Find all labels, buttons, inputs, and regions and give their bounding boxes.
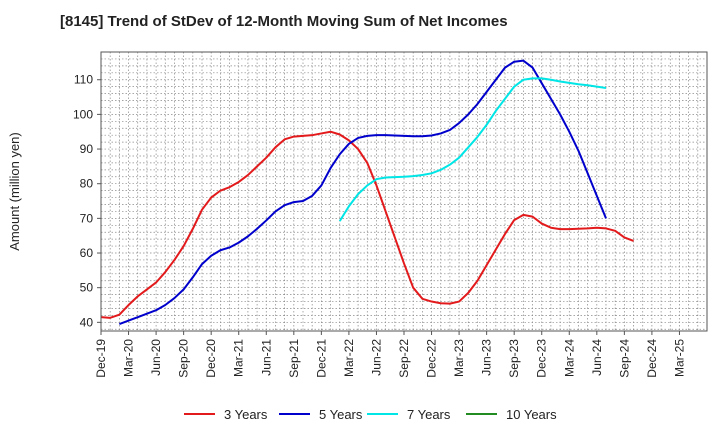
series-line-5-years	[119, 59, 607, 326]
gridlines	[101, 52, 707, 331]
x-tick-label: Jun-23	[480, 339, 494, 376]
x-tick-label: Dec-22	[425, 339, 439, 378]
y-tick-label: 60	[80, 246, 94, 260]
y-tick-label: 50	[80, 281, 94, 295]
y-tick-label: 100	[73, 107, 93, 121]
y-axis-label: Amount (million yen)	[7, 132, 22, 251]
x-tick-label: Mar-25	[672, 339, 686, 377]
series-lines	[100, 59, 634, 326]
x-tick-label: Jun-21	[259, 339, 273, 376]
y-axis-ticks: 40 50 60 70 80 90 100 110	[73, 73, 101, 329]
legend: 3 Years 5 Years 7 Years 10 Years	[184, 407, 557, 422]
y-tick-label: 90	[80, 142, 94, 156]
x-tick-label: Jun-24	[590, 339, 604, 376]
x-tick-label: Mar-21	[232, 339, 246, 377]
x-tick-label: Sep-22	[397, 339, 411, 378]
x-tick-label: Sep-20	[177, 339, 191, 378]
legend-label: 5 Years	[319, 407, 363, 422]
plot-frame	[100, 51, 708, 332]
y-tick-label: 80	[80, 177, 94, 191]
x-tick-label: Sep-23	[507, 339, 521, 378]
legend-label: 7 Years	[407, 407, 451, 422]
x-tick-label: Mar-23	[452, 339, 466, 377]
series-line-3-years	[100, 130, 634, 319]
y-tick-label: 40	[80, 315, 94, 329]
x-axis-ticks: Dec-19 Mar-20 Jun-20 Sep-20 Dec-20 Mar-21 Jun-…	[94, 331, 686, 378]
x-tick-label: Dec-24	[645, 339, 659, 378]
legend-label: 3 Years	[224, 407, 268, 422]
y-tick-label: 110	[74, 73, 93, 87]
x-tick-label: Dec-19	[94, 339, 108, 378]
x-tick-label: Mar-24	[562, 339, 576, 377]
x-tick-label: Dec-21	[314, 339, 328, 378]
chart-title: [8145] Trend of StDev of 12-Month Moving…	[60, 13, 508, 30]
x-tick-label: Jun-22	[369, 339, 383, 376]
x-tick-label: Jun-20	[149, 339, 163, 376]
x-tick-label: Dec-20	[204, 339, 218, 378]
legend-label: 10 Years	[506, 407, 557, 422]
y-tick-label: 70	[80, 211, 94, 225]
x-tick-label: Dec-23	[535, 339, 549, 378]
x-tick-label: Mar-20	[122, 339, 136, 377]
series-line-7-years	[338, 77, 607, 222]
x-tick-label: Sep-24	[617, 339, 631, 378]
x-tick-label: Mar-22	[342, 339, 356, 377]
x-tick-label: Sep-21	[287, 339, 301, 378]
